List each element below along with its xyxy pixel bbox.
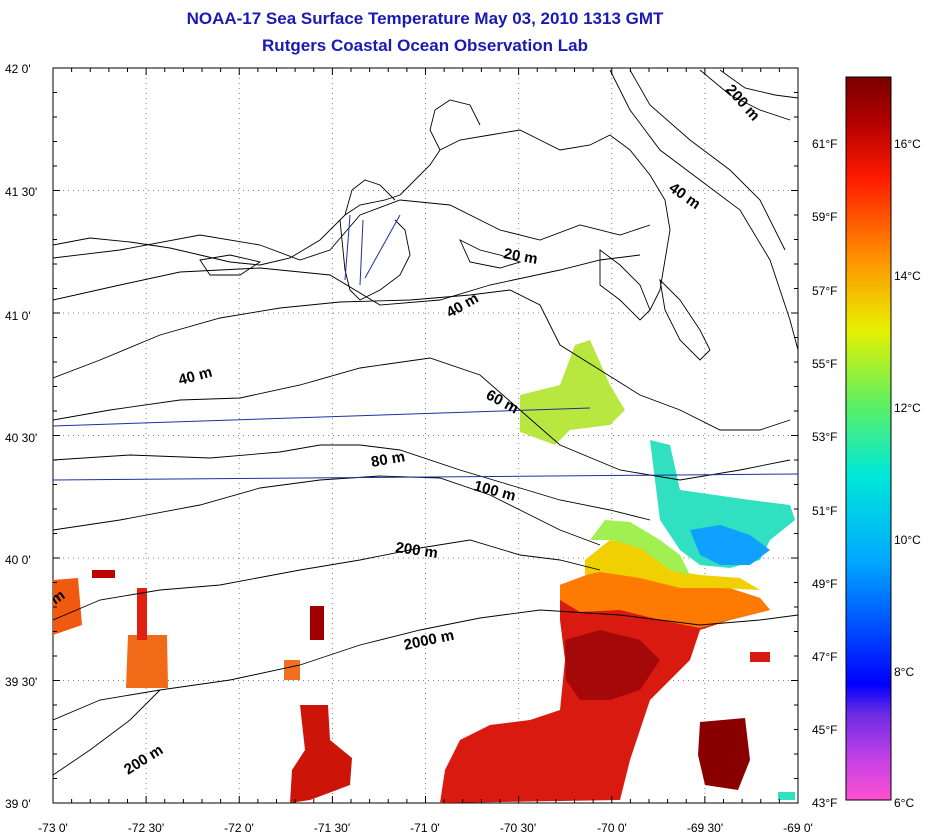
transect-lines [53, 214, 798, 481]
sst-cool-plume [650, 440, 795, 568]
lon-label: -73 0' [38, 821, 68, 835]
lon-label: -70 0' [597, 821, 627, 835]
sst-small-patch-6 [778, 792, 795, 800]
longitude-labels: -73 0' -72 30' -72 0' -71 30' -71 0' -70… [38, 821, 813, 835]
lon-label: -71 30' [314, 821, 350, 835]
map-subtitle: Rutgers Coastal Ocean Observation Lab [262, 36, 588, 55]
sst-green-band [590, 520, 690, 575]
sst-sw-patch-1 [53, 578, 82, 635]
lon-label: -69 30' [687, 821, 723, 835]
f-label: 43°F [812, 796, 837, 810]
colorbar-celsius-labels: 16°C 14°C 12°C 10°C 8°C 6°C [894, 137, 921, 810]
lon-label: -71 0' [410, 821, 440, 835]
sst-cold-core [690, 525, 770, 565]
sst-north-patch [520, 340, 625, 445]
c-label: 10°C [894, 533, 921, 547]
sst-sw-patch-3 [290, 705, 352, 803]
sst-small-patch-3 [310, 606, 324, 640]
lon-label: -72 30' [128, 821, 164, 835]
bathymetry-contours [53, 69, 798, 776]
sst-orange-band [560, 570, 770, 628]
f-label: 45°F [812, 723, 837, 737]
f-label: 51°F [812, 504, 837, 518]
sst-hot-core [565, 630, 660, 700]
contour-label-200m-mid: 200 m [394, 539, 438, 562]
sst-warm-blob-se [698, 718, 750, 790]
sst-small-patch-1 [284, 660, 300, 680]
sst-small-patch-2 [137, 588, 147, 640]
c-label: 6°C [894, 796, 914, 810]
lat-label: 41 30' [5, 185, 37, 199]
sst-small-patch-5 [750, 652, 770, 662]
f-label: 53°F [812, 430, 837, 444]
sst-data-layer [53, 340, 795, 803]
sst-small-patch-4 [92, 570, 115, 578]
contour-label-80m: 80 m [370, 448, 407, 471]
contour-label-20m: 20 m [502, 245, 539, 268]
lat-label: 40 30' [5, 431, 37, 445]
lon-label: -69 0' [783, 821, 813, 835]
lat-label: 40 0' [5, 553, 31, 567]
c-label: 14°C [894, 269, 921, 283]
lat-label: 41 0' [5, 309, 31, 323]
f-label: 61°F [812, 137, 837, 151]
colorbar-fahrenheit-labels: 61°F 59°F 57°F 55°F 53°F 51°F 49°F 47°F … [812, 137, 837, 810]
axis-ticks [52, 67, 799, 804]
latitude-labels: 42 0' 41 30' 41 0' 40 30' 40 0' 39 30' 3… [5, 62, 37, 811]
f-label: 55°F [812, 357, 837, 371]
f-label: 47°F [812, 650, 837, 664]
lon-label: -70 30' [500, 821, 536, 835]
lat-label: 42 0' [5, 62, 31, 76]
f-label: 49°F [812, 577, 837, 591]
coastline [53, 99, 711, 361]
f-label: 59°F [812, 210, 837, 224]
colorbar [845, 76, 892, 801]
f-label: 57°F [812, 284, 837, 298]
c-label: 12°C [894, 401, 921, 415]
sst-sw-patch-2 [126, 635, 168, 688]
map-title: NOAA-17 Sea Surface Temperature May 03, … [186, 9, 664, 28]
lat-label: 39 0' [5, 797, 31, 811]
c-label: 8°C [894, 665, 914, 679]
sst-yellow-band [585, 540, 760, 590]
lat-label: 39 30' [5, 675, 37, 689]
c-label: 16°C [894, 137, 921, 151]
lon-label: -72 0' [224, 821, 254, 835]
